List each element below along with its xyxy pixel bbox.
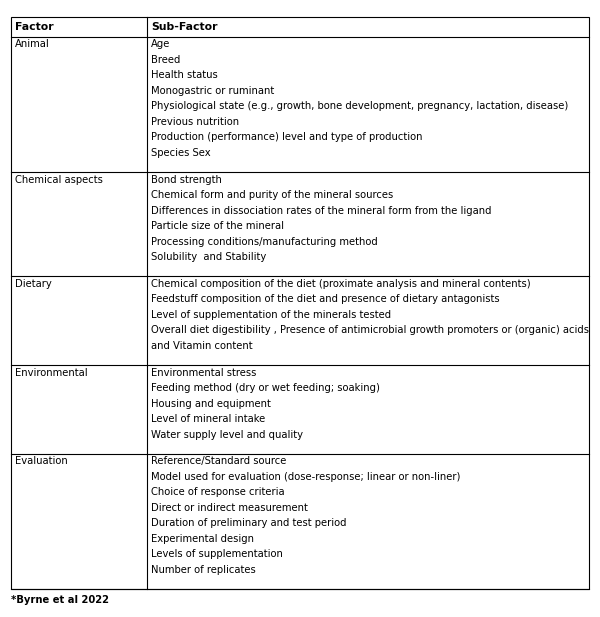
Text: Factor: Factor: [15, 22, 53, 32]
Text: Overall diet digestibility , Presence of antimicrobial growth promoters or (orga: Overall diet digestibility , Presence of…: [151, 325, 589, 335]
Text: Chemical form and purity of the mineral sources: Chemical form and purity of the mineral …: [151, 190, 393, 200]
Text: Choice of response criteria: Choice of response criteria: [151, 487, 284, 497]
Text: Previous nutrition: Previous nutrition: [151, 117, 239, 127]
Text: Evaluation: Evaluation: [15, 457, 68, 466]
Text: Chemical composition of the diet (proximate analysis and mineral contents): Chemical composition of the diet (proxim…: [151, 279, 530, 289]
Text: Model used for evaluation (dose-response; linear or non-liner): Model used for evaluation (dose-response…: [151, 472, 460, 482]
Text: Monogastric or ruminant: Monogastric or ruminant: [151, 86, 274, 96]
Text: Level of supplementation of the minerals tested: Level of supplementation of the minerals…: [151, 310, 391, 320]
Text: Levels of supplementation: Levels of supplementation: [151, 549, 283, 559]
Text: Water supply level and quality: Water supply level and quality: [151, 429, 303, 439]
Text: Reference/Standard source: Reference/Standard source: [151, 457, 286, 466]
Text: Age: Age: [151, 39, 170, 49]
Text: Direct or indirect measurement: Direct or indirect measurement: [151, 503, 308, 513]
Text: and Vitamin content: and Vitamin content: [151, 341, 253, 351]
Text: Differences in dissociation rates of the mineral form from the ligand: Differences in dissociation rates of the…: [151, 205, 491, 215]
Text: Environmental: Environmental: [15, 368, 88, 378]
Text: Level of mineral intake: Level of mineral intake: [151, 414, 265, 424]
Text: Dietary: Dietary: [15, 279, 52, 289]
Text: Health status: Health status: [151, 70, 218, 80]
Text: Solubility  and Stability: Solubility and Stability: [151, 252, 266, 262]
Text: Bond strength: Bond strength: [151, 175, 222, 184]
Text: Experimental design: Experimental design: [151, 534, 254, 544]
Text: Sub-Factor: Sub-Factor: [151, 22, 217, 32]
Text: Number of replicates: Number of replicates: [151, 565, 256, 575]
Text: Processing conditions/manufacturing method: Processing conditions/manufacturing meth…: [151, 236, 377, 247]
Text: Species Sex: Species Sex: [151, 148, 211, 158]
Text: Breed: Breed: [151, 55, 180, 65]
Text: Feeding method (dry or wet feeding; soaking): Feeding method (dry or wet feeding; soak…: [151, 383, 380, 393]
Text: Housing and equipment: Housing and equipment: [151, 399, 271, 408]
Text: *Byrne et al 2022: *Byrne et al 2022: [11, 595, 109, 605]
Text: Feedstuff composition of the diet and presence of dietary antagonists: Feedstuff composition of the diet and pr…: [151, 294, 500, 304]
Text: Duration of preliminary and test period: Duration of preliminary and test period: [151, 518, 346, 528]
Text: Production (performance) level and type of production: Production (performance) level and type …: [151, 132, 422, 143]
Text: Environmental stress: Environmental stress: [151, 368, 256, 378]
Text: Particle size of the mineral: Particle size of the mineral: [151, 221, 284, 231]
Text: Physiological state (e.g., growth, bone development, pregnancy, lactation, disea: Physiological state (e.g., growth, bone …: [151, 101, 568, 111]
Text: Animal: Animal: [15, 39, 50, 49]
Text: Chemical aspects: Chemical aspects: [15, 175, 103, 184]
